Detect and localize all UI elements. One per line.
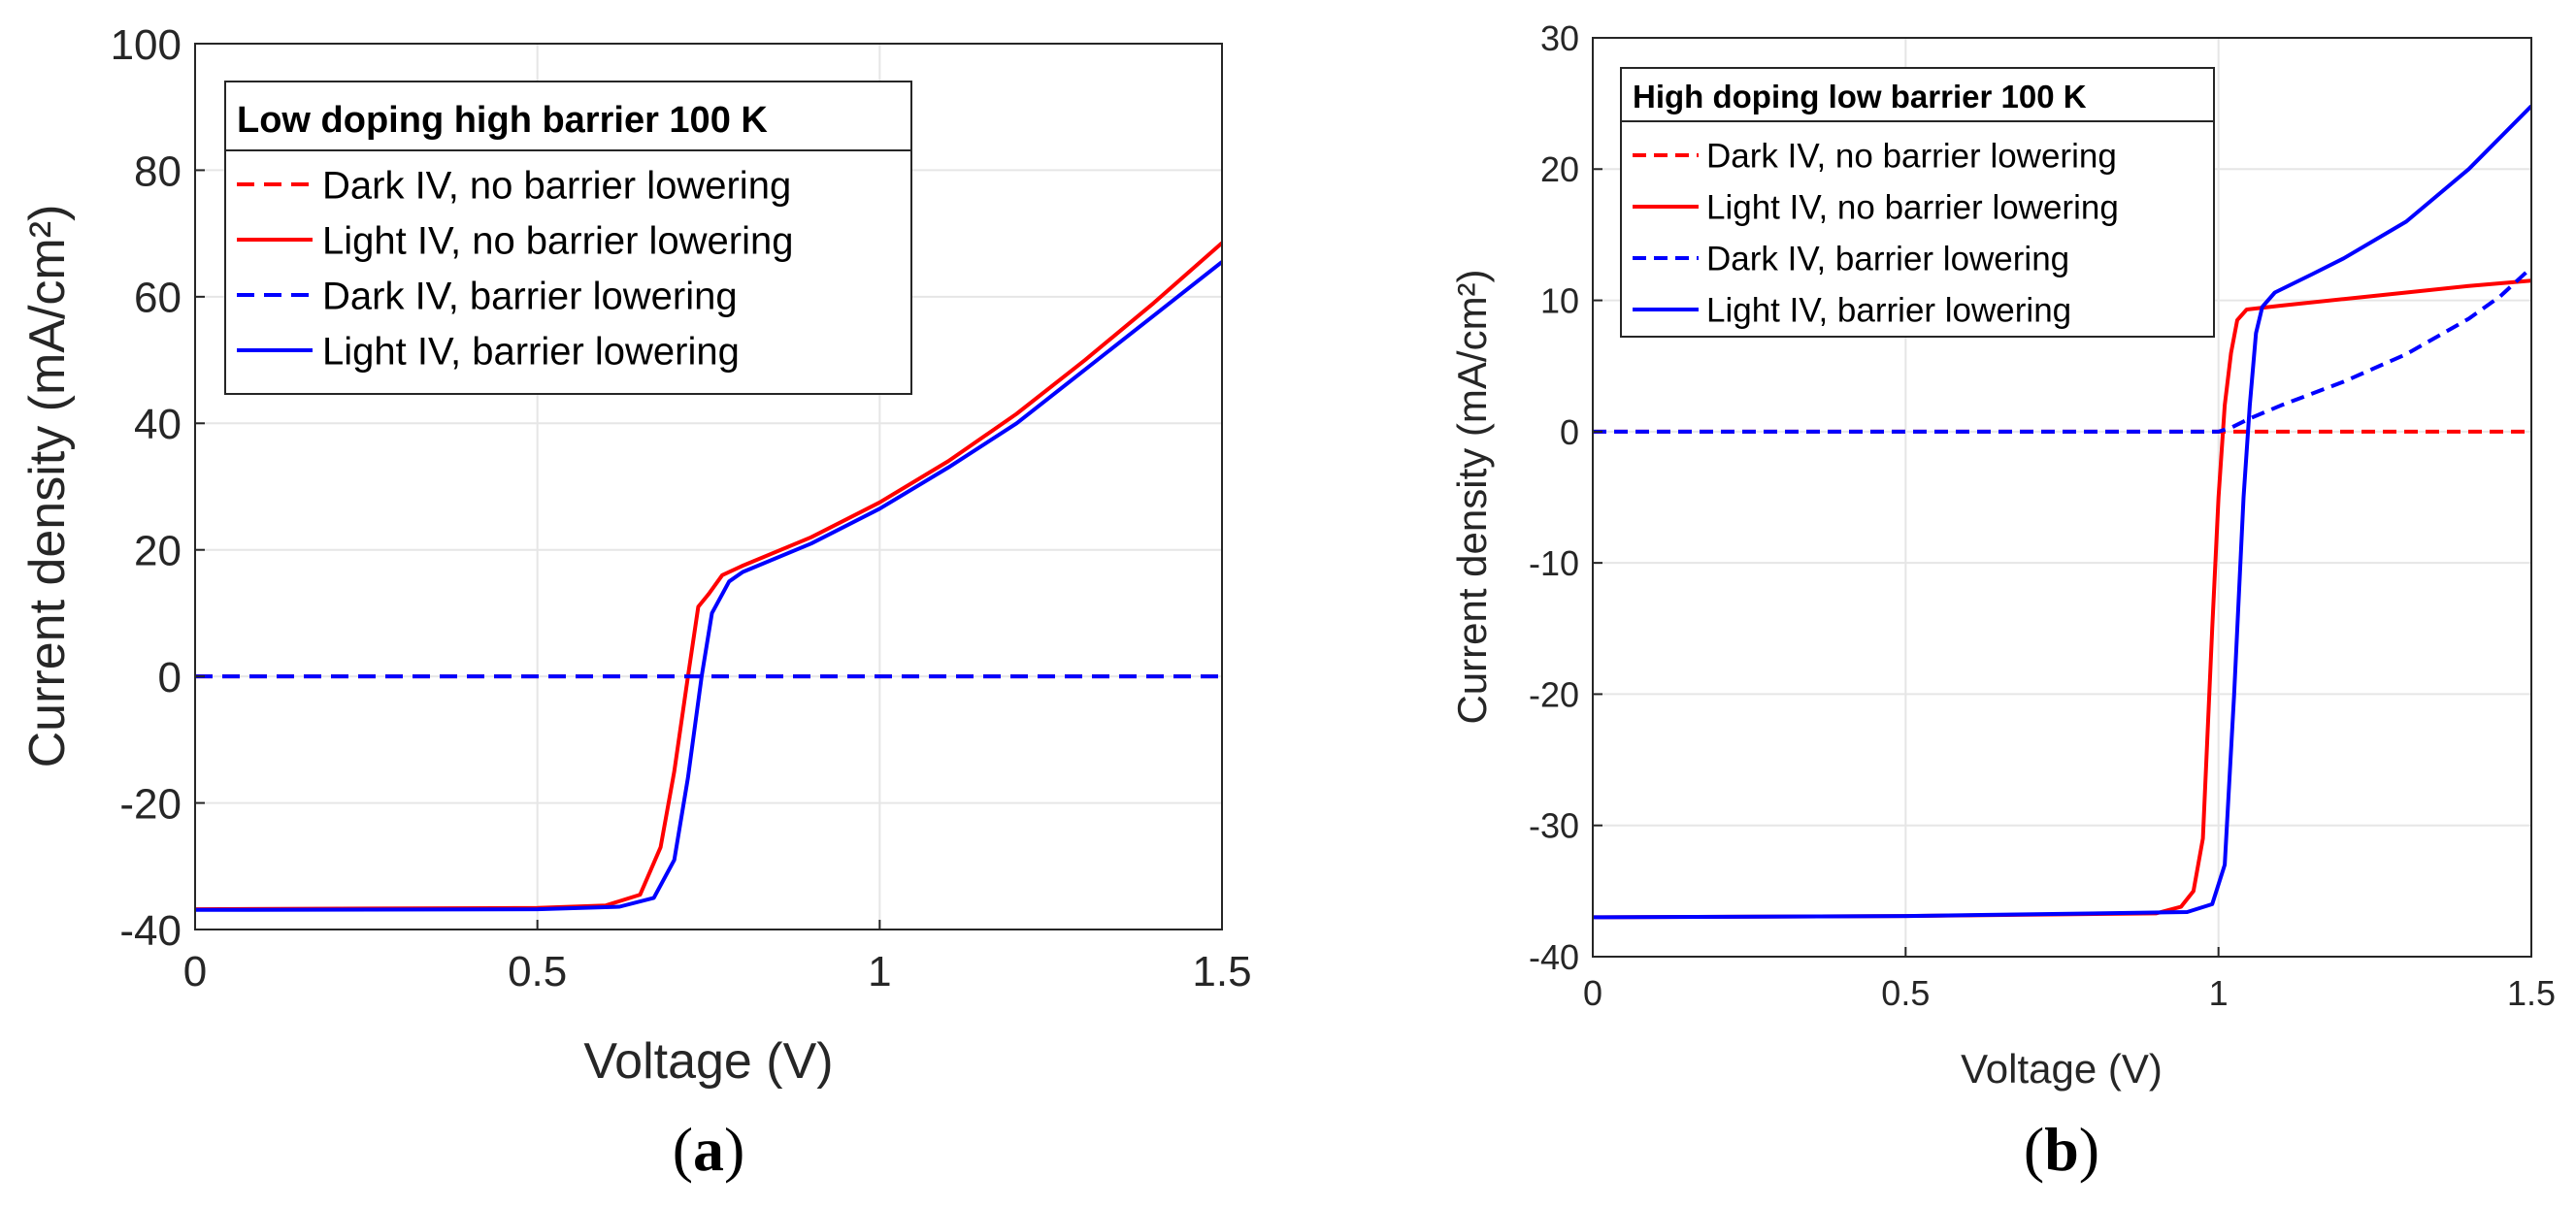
legend-box-b: [1620, 67, 2215, 338]
x-tick-label: 1.5: [1192, 948, 1251, 995]
legend-label-4: Light IV, barrier lowering: [322, 330, 740, 373]
y-tick-label: 100: [111, 21, 182, 69]
x-axis-label-b: Voltage (V): [1961, 1046, 2163, 1092]
legend-label-2: Light IV, no barrier lowering: [322, 219, 793, 262]
ticks-a: 0 0.5 1 1.5 -40 -20 0 20 40 60 80 100: [111, 21, 1252, 995]
panel-letter-b: b: [2044, 1115, 2079, 1184]
panel-label-a: (a): [673, 1115, 745, 1184]
x-tick-label: 1: [2209, 973, 2229, 1013]
y-tick-label: -30: [1529, 806, 1579, 846]
x-tick-label: 1.5: [2507, 973, 2556, 1013]
x-tick-label: 1: [868, 948, 891, 995]
series-line-2: [195, 241, 1222, 912]
legend-label-3: Dark IV, barrier lowering: [322, 275, 738, 317]
legend-label-1: Dark IV, no barrier lowering: [1706, 138, 2117, 176]
legend-b: High doping low barrier 100 K Dark IV, n…: [1620, 67, 2215, 338]
x-tick-label: 0: [183, 948, 207, 995]
legend-label-2: Light IV, no barrier lowering: [1706, 189, 2119, 227]
y-tick-label: -40: [1529, 937, 1579, 977]
ticks-b: 0 0.5 1 1.5 -40 -30 -20 -10 0 10 20 30: [1529, 18, 2556, 1013]
x-tick-label: 0: [1583, 973, 1602, 1013]
series-line-3: [1593, 266, 2531, 434]
y-axis-label-a: Current density (mA/cm²): [19, 205, 76, 768]
y-tick-label: 20: [134, 528, 182, 575]
axes-box-b: [1592, 37, 2532, 958]
y-tick-label: 10: [1540, 281, 1579, 321]
x-tick-label: 0.5: [508, 948, 567, 995]
y-tick-label: 60: [134, 275, 182, 322]
legend-a: Low doping high barrier 100 K Dark IV, n…: [224, 81, 912, 395]
series-group-a: [195, 241, 1222, 912]
legend-title-a: Low doping high barrier 100 K: [237, 100, 768, 141]
y-tick-label: 0: [158, 654, 182, 701]
panel-letter-a: a: [693, 1115, 724, 1184]
series-line-4: [1593, 104, 2531, 920]
y-tick-label: -20: [119, 780, 182, 828]
legend-label-4: Light IV, barrier lowering: [1706, 292, 2071, 330]
axes-box-a: [194, 43, 1223, 930]
y-tick-label: 80: [134, 147, 182, 195]
y-tick-label: -40: [119, 907, 182, 955]
series-line-4: [195, 260, 1222, 912]
y-tick-label: -20: [1529, 674, 1579, 714]
y-tick-label: 30: [1540, 18, 1579, 58]
y-tick-label: 20: [1540, 149, 1579, 189]
y-tick-label: 0: [1560, 412, 1579, 452]
legend-title-b: High doping low barrier 100 K: [1633, 79, 2087, 114]
panel-a: 0 0.5 1 1.5 -40 -20 0 20 40 60 80 100 Voltage (V) C…: [19, 21, 1252, 1184]
legend-box-a: [224, 81, 912, 395]
y-tick-label: 40: [134, 401, 182, 448]
x-tick-label: 0.5: [1881, 973, 1930, 1013]
panel-label-b: (b): [2024, 1115, 2099, 1184]
series-line-2: [1593, 278, 2531, 920]
legend-label-3: Dark IV, barrier lowering: [1706, 241, 2069, 278]
y-tick-label: -10: [1529, 543, 1579, 583]
series-group-b: [1593, 104, 2531, 920]
legend-label-1: Dark IV, no barrier lowering: [322, 164, 791, 207]
x-axis-label-a: Voltage (V): [583, 1033, 833, 1090]
y-axis-label-b: Current density (mA/cm²): [1449, 269, 1495, 724]
